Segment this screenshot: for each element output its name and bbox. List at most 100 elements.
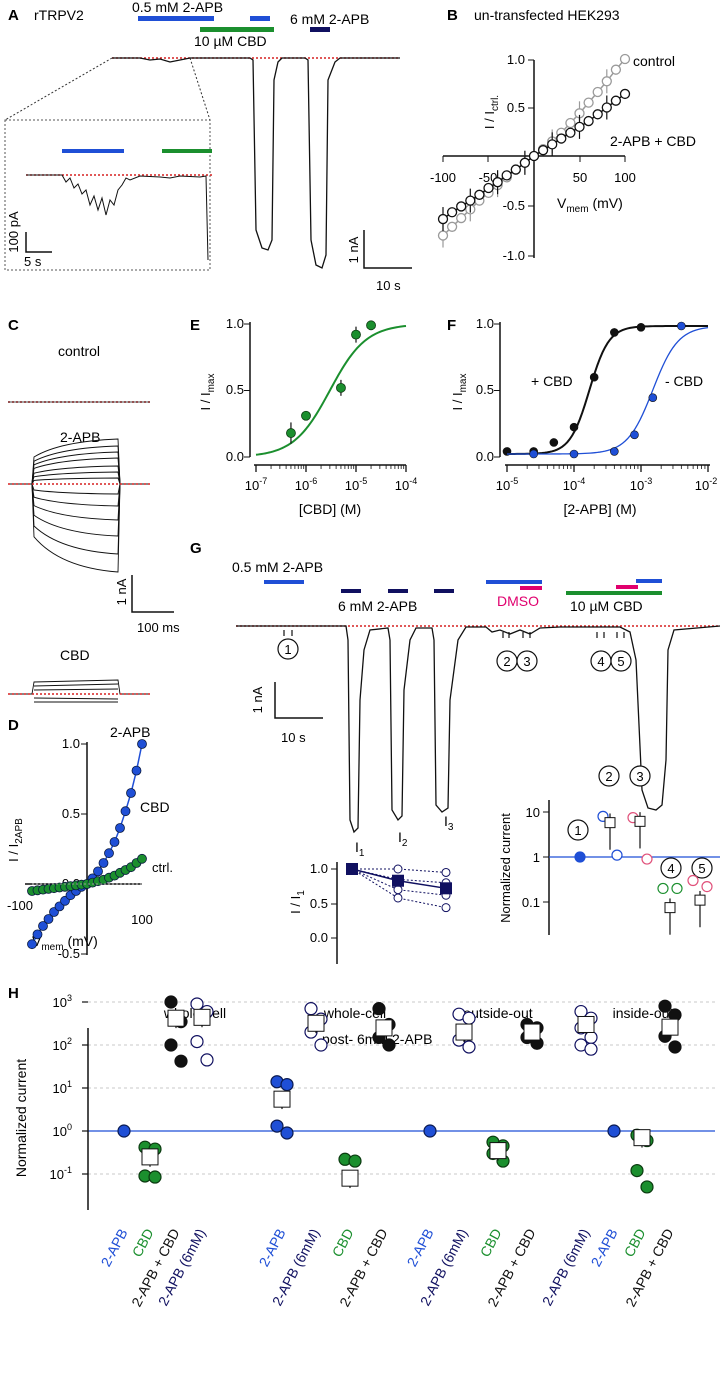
c-trace-0 (8, 438, 150, 485)
f-point-1-3 (630, 430, 639, 440)
f-label-minus: - CBD (665, 373, 703, 389)
h-ytick-label-2: 101 (53, 1079, 72, 1096)
g-circle-label-3: 3 (523, 654, 530, 669)
g-norm-mean-3 (664, 902, 676, 914)
bar-2apb-05 (138, 16, 214, 21)
f-point-1-0 (529, 449, 538, 459)
f-point-0-3 (569, 422, 579, 432)
f-xtick-2: 10-3 (630, 476, 652, 493)
b-legend-treat: 2-APB + CBD (610, 133, 696, 149)
d-legend-2apb: 2-APB (110, 724, 150, 740)
d-point-0-16 (115, 823, 125, 833)
inset-scale-y: 100 pA (6, 211, 21, 253)
e-series (255, 320, 407, 456)
g-norm-point-3-1 (671, 882, 683, 895)
g-trace (236, 625, 721, 834)
zoom-line-1 (4, 57, 113, 121)
f-label-plus: + CBD (531, 373, 573, 389)
c-label-control: control (58, 343, 100, 359)
h-point-3-0-3 (584, 1030, 598, 1045)
h-mean-3-0 (577, 1015, 595, 1033)
f-ytick-1: 0.5 (476, 382, 494, 397)
inset-bar-cbd (162, 149, 212, 153)
d-ylabel: I / I2APB (6, 818, 25, 862)
b-point-0-14 (565, 117, 576, 129)
g-label-2apb: 0.5 mM 2-APB (232, 559, 323, 575)
h-point-0-1-3 (148, 1170, 162, 1184)
g-scale-y: 1 nA (250, 686, 265, 713)
g-label-cbd: 10 µM CBD (570, 598, 643, 614)
g-inset-ylabel: I / I1 (288, 890, 307, 914)
h-xlabel-1-0: 2-APB (256, 1226, 289, 1269)
h-point-0-3-0 (190, 997, 204, 1011)
g-inset-ticks (331, 868, 337, 939)
h-mean-2-2 (489, 1142, 507, 1160)
g-norm-point-2-1 (641, 853, 653, 865)
panel-letter-e: E (190, 317, 200, 334)
g-inset-cell-point-0-1 (393, 864, 403, 874)
f-point-0-6 (636, 322, 646, 332)
b-point-0-20 (619, 53, 631, 65)
g-norm-series (574, 810, 713, 935)
h-point-0-0-0 (117, 1124, 131, 1138)
c-trace-cbd (8, 679, 150, 703)
e-ylabel: I / Imax (198, 374, 217, 411)
g-norm-circle-markers (567, 765, 713, 879)
g-norm-point-0-0 (574, 851, 586, 863)
g-peak-i2: I2 (398, 829, 408, 849)
b-point-1-20 (619, 88, 631, 100)
g-norm-mean-2 (634, 815, 646, 827)
g-norm-mean-4 (694, 894, 706, 906)
h-point-2-1-3 (462, 1040, 476, 1054)
g-norm-circle-label-4: 4 (667, 861, 674, 876)
f-fit-0 (506, 325, 709, 455)
h-group-title-1: whole-cell (323, 1005, 386, 1021)
panel-g: G 0.5 mM 2-APB 6 mM 2-APB DMSO 10 µM CBD… (190, 540, 721, 964)
g-inset-cell-point-3-1 (393, 893, 403, 903)
h-point-1-1-3 (314, 1038, 328, 1052)
f-ylabel: I / Imax (450, 374, 469, 411)
panel-letter-b: B (447, 7, 458, 24)
e-point-2 (336, 382, 346, 393)
b-point-0-19 (610, 64, 622, 75)
h-group-title-3: inside-out (613, 1005, 674, 1021)
b-xlabel: Vmem (mV) (557, 195, 623, 215)
c-scalebar (131, 575, 174, 613)
g-scale-x: 10 s (281, 730, 306, 745)
e-point-4 (366, 320, 376, 331)
g-bar-2apb-dmso (486, 580, 542, 584)
c-trace-12 (8, 483, 150, 573)
g-norm-ylabel: Normalized current (498, 813, 513, 923)
g-bar-2apb (264, 580, 304, 584)
d-point-0-0 (27, 939, 37, 950)
h-mean-3-2 (633, 1129, 651, 1147)
g-bar-dmso (520, 586, 542, 590)
h-point-0-2-2 (164, 1038, 178, 1052)
f-point-0-5 (610, 328, 619, 337)
c-trace-3 (8, 457, 150, 485)
g-label-6mm: 6 mM 2-APB (338, 598, 417, 614)
d-point-0-17 (120, 806, 131, 817)
b-point-1-16 (583, 115, 594, 127)
b-ticks (442, 59, 626, 257)
e-point-1 (301, 410, 311, 421)
b-ytick-0: 1.0 (507, 52, 525, 67)
g-bar-6mm-2 (388, 589, 408, 593)
h-xlabel-3-2: CBD (621, 1226, 649, 1260)
b-series (437, 53, 631, 248)
e-xlabel: [CBD] (M) (299, 501, 361, 517)
g-inset-cell-point-0-2 (441, 867, 451, 877)
c-trace-11 (8, 483, 150, 555)
d-legend-ctrl: ctrl. (152, 860, 173, 875)
b-point-0-16 (583, 97, 594, 108)
g-label-dmso: DMSO (497, 593, 539, 609)
panel-letter-f: F (447, 317, 456, 334)
g-circle-label-5: 5 (617, 654, 624, 669)
h-point-0-2-0 (164, 995, 178, 1009)
inset-box (4, 119, 211, 271)
label-2apb-05: 0.5 mM 2-APB (132, 0, 223, 15)
g-inset-series (346, 863, 452, 913)
h-mean-1-3 (375, 1019, 393, 1037)
h-point-3-2-2 (630, 1163, 644, 1178)
